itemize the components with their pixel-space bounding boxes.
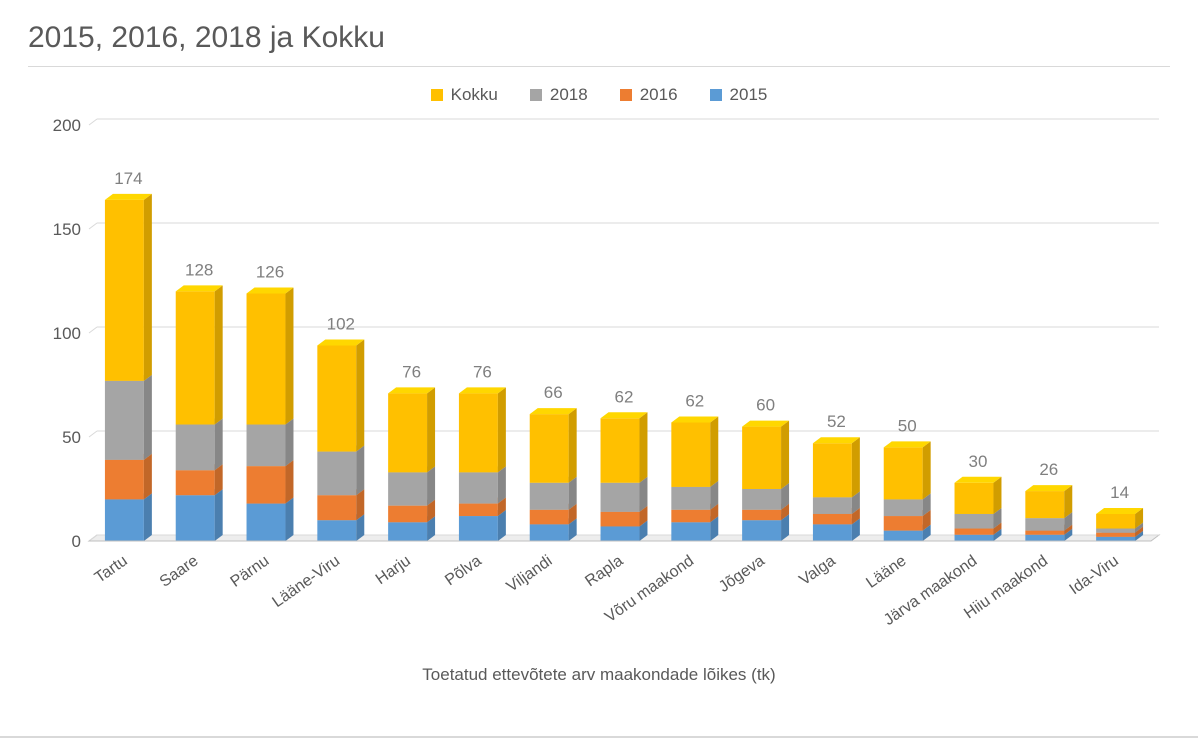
x-axis-title: Toetatud ettevõtete arv maakondade lõike… <box>28 665 1170 685</box>
x-category-label: Valga <box>796 552 838 589</box>
legend-item: 2015 <box>710 85 768 105</box>
legend-swatch <box>431 89 443 101</box>
x-category-label: Harju <box>373 552 414 588</box>
legend-label: Kokku <box>451 85 498 105</box>
x-category-label: Lääne-Viru <box>269 552 343 611</box>
y-tick-label: 100 <box>53 324 81 343</box>
legend-label: 2018 <box>550 85 588 105</box>
title-bar: 2015, 2016, 2018 ja Kokku <box>28 10 1170 67</box>
legend-item: Kokku <box>431 85 498 105</box>
bar-total-label: 126 <box>256 262 284 281</box>
plot-svg: 0 50 100 150 200 174 128 126 102 76 76 66 62 62 60 52 50… <box>39 115 1159 555</box>
legend-swatch <box>710 89 722 101</box>
x-category-label: Pärnu <box>228 552 273 590</box>
bar-total-label: 102 <box>327 314 355 333</box>
bar-total-label: 52 <box>827 412 846 431</box>
bar-total-label: 174 <box>114 169 142 188</box>
bar-total-label: 26 <box>1039 460 1058 479</box>
y-tick-label: 200 <box>53 116 81 135</box>
x-category-label: Lääne <box>863 552 909 592</box>
x-category-label: Saare <box>157 552 202 590</box>
x-category-label: Rapla <box>582 552 626 590</box>
bar-total-label: 62 <box>615 387 634 406</box>
legend-label: 2015 <box>730 85 768 105</box>
y-tick-label: 0 <box>72 532 81 551</box>
bar-total-label: 128 <box>185 260 213 279</box>
legend-swatch <box>620 89 632 101</box>
chart-legend: Kokku 2018 2016 2015 <box>28 75 1170 115</box>
x-category-label: Tartu <box>92 552 131 586</box>
bar-total-label: 76 <box>402 362 421 381</box>
bar-total-label: 76 <box>473 362 492 381</box>
chart-title: 2015, 2016, 2018 ja Kokku <box>28 21 385 55</box>
bar-total-label: 30 <box>969 452 988 471</box>
chart-container: 2015, 2016, 2018 ja Kokku Kokku 2018 2016 2… <box>0 0 1198 738</box>
legend-item: 2016 <box>620 85 678 105</box>
legend-item: 2018 <box>530 85 588 105</box>
bar-total-label: 66 <box>544 383 563 402</box>
legend-swatch <box>530 89 542 101</box>
chart-plot: 0 50 100 150 200 174 128 126 102 76 76 66 62 62 60 52 50… <box>39 115 1159 555</box>
y-tick-label: 150 <box>53 220 81 239</box>
bar-total-label: 14 <box>1110 483 1129 502</box>
x-category-label: Põlva <box>442 552 485 589</box>
x-category-label: Jõgeva <box>716 552 768 596</box>
x-category-label: Ida-Viru <box>1066 552 1121 598</box>
bar-total-label: 60 <box>756 396 775 415</box>
legend-label: 2016 <box>640 85 678 105</box>
bar-total-label: 50 <box>898 416 917 435</box>
y-tick-label: 50 <box>62 428 81 447</box>
bar-total-label: 62 <box>685 391 704 410</box>
x-category-label: Viljandi <box>504 552 556 595</box>
